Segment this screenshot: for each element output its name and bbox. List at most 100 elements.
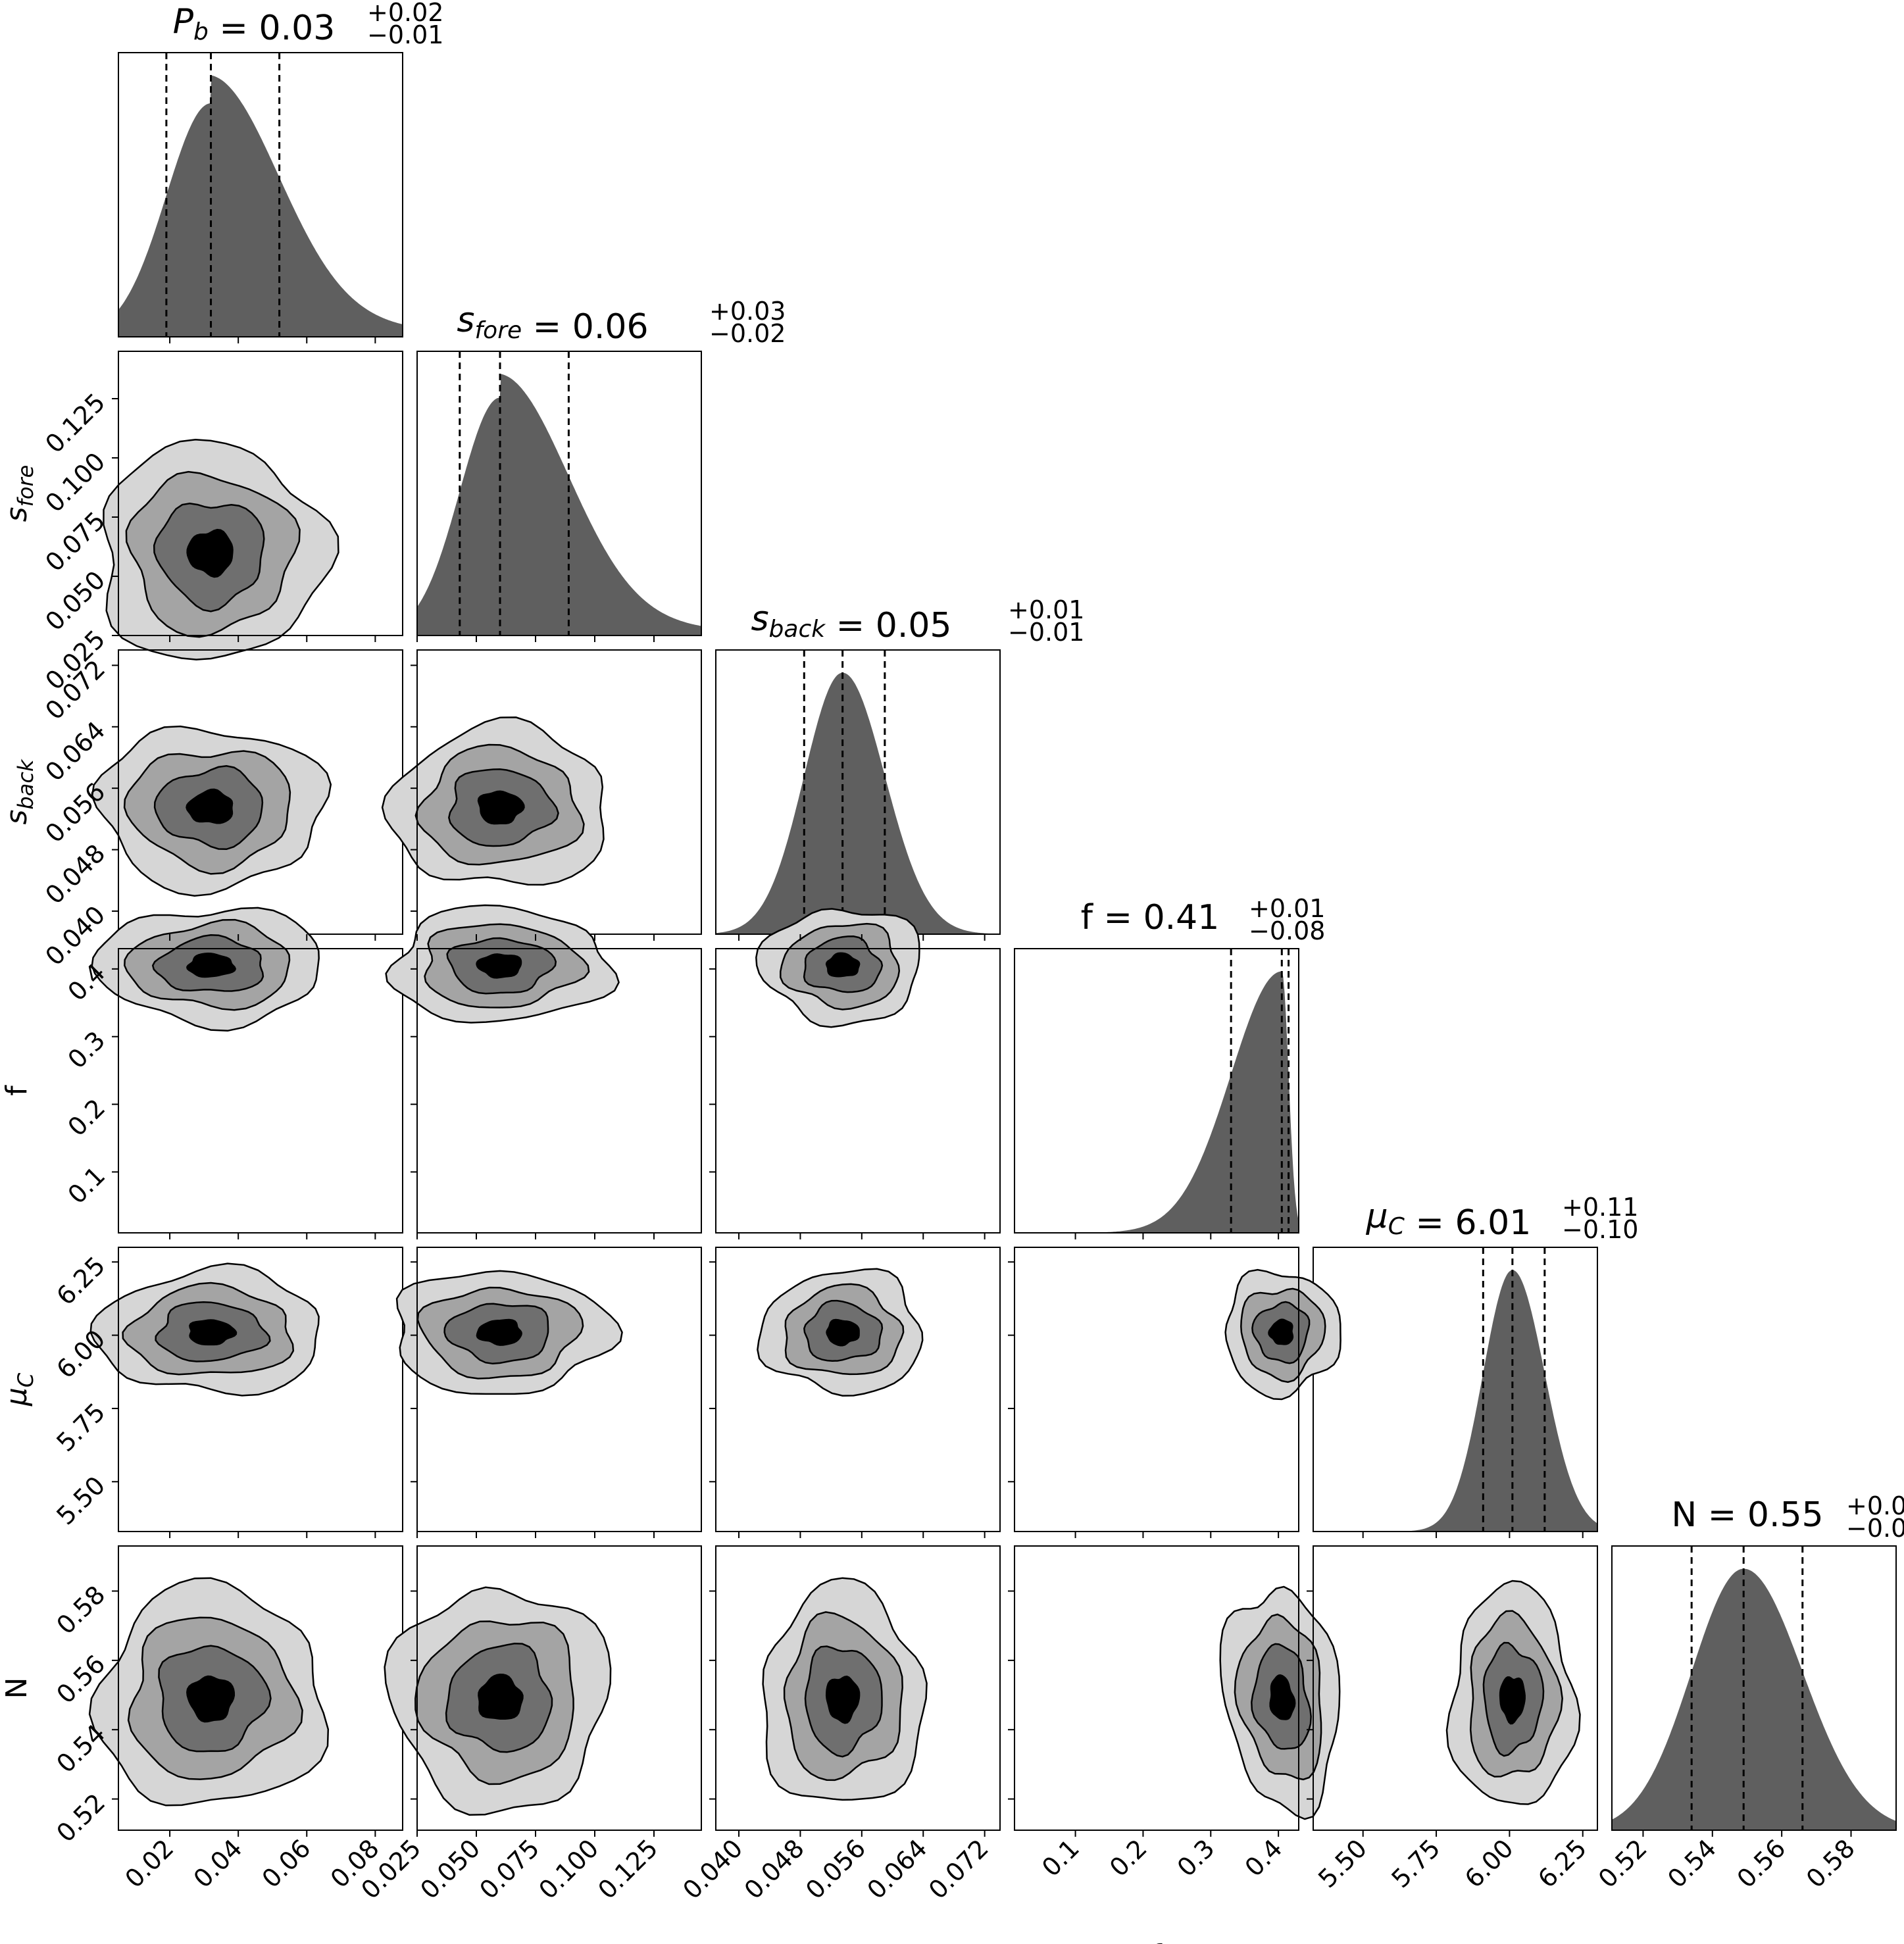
histogram-N bbox=[1612, 1568, 1896, 1830]
y-tick-label-sfore: 0.100 bbox=[39, 447, 111, 518]
x-tick-label-sfore: 0.125 bbox=[592, 1833, 663, 1905]
y-tick-label-muC: 5.75 bbox=[51, 1397, 111, 1457]
x-tick-label-sback: 0.072 bbox=[923, 1833, 994, 1905]
panel-title-sfore: sfore = 0.06 bbox=[457, 301, 648, 347]
contour-level-4 bbox=[476, 1318, 522, 1346]
y-axis-label-sfore: sfore bbox=[0, 465, 38, 522]
title-minus-Pb: −0.01 bbox=[367, 20, 443, 49]
contour-level-4 bbox=[1269, 1674, 1296, 1720]
x-tick-label-N: 0.56 bbox=[1732, 1833, 1791, 1893]
panel-frame bbox=[1014, 1247, 1299, 1532]
x-tick-label-sfore: 0.100 bbox=[533, 1833, 604, 1905]
title-plus-sfore: +0.03 bbox=[709, 297, 786, 326]
hist-panel-sfore: sfore = 0.06 +0.03−0.02 bbox=[416, 297, 786, 636]
panel-frame bbox=[1313, 1247, 1598, 1532]
x-tick-label-Pb: 0.06 bbox=[257, 1833, 316, 1893]
hist-panel-sback: sback = 0.05 +0.01−0.01 bbox=[715, 595, 1084, 935]
y-tick-label-muC: 6.25 bbox=[51, 1251, 111, 1311]
x-tick-label-f: 0.1 bbox=[1036, 1833, 1085, 1882]
panel-frame bbox=[118, 948, 403, 1234]
y-tick-label-f: 0.2 bbox=[63, 1093, 111, 1142]
panel-frame bbox=[416, 1545, 702, 1831]
contour-panel-sback-N bbox=[715, 1545, 1001, 1831]
panel-frame bbox=[1313, 1545, 1598, 1831]
panel-frame bbox=[118, 1247, 403, 1532]
panel-frame bbox=[1014, 948, 1299, 1234]
x-tick-label-N: 0.58 bbox=[1801, 1833, 1861, 1893]
title-minus-sback: −0.01 bbox=[1008, 618, 1084, 647]
y-tick-label-muC: 5.50 bbox=[51, 1471, 111, 1531]
y-tick-label-f: 0.1 bbox=[63, 1161, 111, 1210]
panel-frame bbox=[118, 351, 403, 636]
y-axis-label-f: f bbox=[0, 1085, 34, 1096]
y-tick-label-sfore: 0.050 bbox=[39, 565, 111, 636]
x-axis-label-sfore: sfore bbox=[531, 1939, 588, 1944]
y-axis-label-sback: sback bbox=[0, 759, 38, 824]
x-tick-label-muC: 6.25 bbox=[1532, 1833, 1592, 1893]
x-tick-label-sback: 0.064 bbox=[862, 1833, 933, 1905]
panel-frame bbox=[715, 948, 1001, 1234]
panel-title-Pb: Pb = 0.03 bbox=[173, 2, 336, 48]
x-tick-label-sfore: 0.050 bbox=[414, 1833, 486, 1905]
x-tick-label-f: 0.4 bbox=[1240, 1833, 1288, 1882]
hist-panel-f: f = 0.41 +0.01−0.08 bbox=[1014, 894, 1325, 1234]
contour-panel-Pb-muC bbox=[89, 1247, 403, 1532]
x-axis-label-f: f bbox=[1151, 1939, 1163, 1944]
y-tick-label-N: 0.58 bbox=[51, 1580, 111, 1640]
x-tick-label-muC: 5.75 bbox=[1386, 1833, 1445, 1893]
contour-level-4 bbox=[476, 953, 522, 979]
panel-frame bbox=[416, 1247, 702, 1532]
title-minus-f: −0.08 bbox=[1249, 916, 1325, 945]
contour-panel-sback-f bbox=[715, 908, 1001, 1234]
contour-level-4 bbox=[1268, 1318, 1294, 1345]
contour-level-4 bbox=[186, 1675, 236, 1723]
title-minus-sfore: −0.02 bbox=[709, 319, 786, 348]
x-axis-label-N: N bbox=[1743, 1939, 1765, 1944]
contour-level-4 bbox=[189, 1319, 238, 1346]
histogram-sback bbox=[716, 672, 1000, 934]
title-plus-Pb: +0.02 bbox=[367, 0, 443, 27]
histogram-sfore bbox=[417, 374, 701, 636]
x-axis-label-muC: μC bbox=[1438, 1939, 1472, 1944]
x-tick-label-sfore: 0.075 bbox=[474, 1833, 545, 1905]
histogram-f bbox=[1015, 971, 1299, 1233]
y-axis-label-N: N bbox=[0, 1678, 34, 1699]
contour-panel-f-muC bbox=[1014, 1247, 1341, 1532]
contour-level-4 bbox=[186, 528, 234, 578]
title-plus-f: +0.01 bbox=[1249, 894, 1325, 923]
y-tick-label-N: 0.52 bbox=[51, 1788, 111, 1848]
histogram-Pb bbox=[118, 75, 403, 337]
contour-panel-muC-N bbox=[1313, 1545, 1598, 1831]
x-tick-label-sback: 0.056 bbox=[800, 1833, 871, 1905]
panel-frame bbox=[1611, 1545, 1897, 1831]
contour-panel-Pb-f bbox=[91, 907, 403, 1234]
title-plus-N: +0.02 bbox=[1846, 1491, 1904, 1520]
contour-panel-sfore-sback bbox=[381, 649, 702, 935]
contour-panel-Pb-sfore bbox=[103, 351, 403, 660]
x-tick-label-sback: 0.048 bbox=[739, 1833, 810, 1905]
panel-frame bbox=[715, 1247, 1001, 1532]
x-tick-label-N: 0.52 bbox=[1593, 1833, 1653, 1893]
contour-level-4 bbox=[477, 790, 525, 825]
x-tick-label-Pb: 0.02 bbox=[119, 1833, 179, 1893]
contour-panel-Pb-N bbox=[88, 1545, 403, 1831]
contour-panel-sfore-muC bbox=[395, 1247, 702, 1532]
x-tick-label-f: 0.2 bbox=[1104, 1833, 1153, 1882]
hist-panel-Pb: Pb = 0.03 +0.02−0.01 bbox=[118, 0, 443, 337]
contour-panel-f-N bbox=[1014, 1545, 1341, 1831]
y-axis-label-muC: μC bbox=[0, 1372, 38, 1407]
contour-level-4 bbox=[825, 952, 861, 978]
contour-level-4 bbox=[478, 1674, 524, 1720]
contour-level-4 bbox=[1499, 1676, 1526, 1725]
y-tick-label-sfore: 0.125 bbox=[39, 387, 111, 459]
title-plus-sback: +0.01 bbox=[1008, 595, 1084, 624]
title-minus-muC: −0.10 bbox=[1562, 1215, 1638, 1244]
contour-level-4 bbox=[186, 788, 234, 824]
panel-frame bbox=[1014, 1545, 1299, 1831]
y-tick-label-sfore: 0.075 bbox=[39, 506, 111, 577]
contour-panel-sfore-f bbox=[385, 904, 702, 1234]
x-axis-label-Pb: Pb bbox=[245, 1939, 276, 1944]
title-minus-N: −0.02 bbox=[1846, 1514, 1904, 1543]
x-axis-label-sback: sback bbox=[826, 1939, 891, 1944]
